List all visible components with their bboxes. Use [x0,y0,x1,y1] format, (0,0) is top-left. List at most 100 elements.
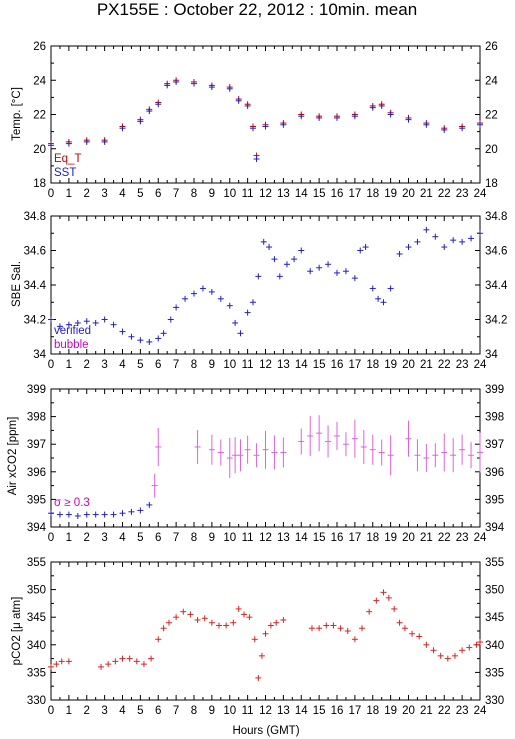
salinity-xtick-label: 12 [259,359,272,371]
salinity-point [298,247,305,254]
air-xco2-point [208,434,215,465]
pco2-xtick-label: 7 [173,705,179,717]
pco2-point [344,628,351,634]
pco2-point [98,663,105,670]
air-xco2-point [342,432,349,457]
air-xco2-point [450,438,457,473]
air-xco2-panel: 0 1 2 3 4 5 6 7 8 9 10 11 12 13 14 15 16 17 18 19 20 21 22 23 24… [27,384,505,544]
salinity-point [396,250,403,257]
pco2-point [180,608,187,615]
temperature-point [316,114,323,121]
salinity-point [199,285,206,292]
pco2-point [330,622,337,629]
pco2-point [230,619,237,626]
pco2-xtick-label: 24 [474,705,487,717]
air-xco2-xtick-label: 20 [402,532,415,544]
salinity-point [342,268,349,275]
temperature-xtick-label: 20 [402,188,415,200]
salinity-point [459,238,466,245]
temperature-ytick-label: 26 [33,41,46,53]
air-xco2-xtick-label: 17 [348,532,361,544]
air-xco2-ytick-label: 397 [27,439,46,451]
x-axis-label: Hours (GMT) [232,725,299,737]
pco2-ytick-label-right: 335 [485,667,504,679]
pco2-point [201,615,208,622]
pco2-point [316,625,323,632]
salinity-point [441,244,448,251]
salinity-xtick-label: 2 [84,359,90,371]
air-xco2-point [316,415,323,452]
air-xco2-ytick-label: 399 [27,384,46,396]
temperature-point [155,101,162,108]
salinity-point [283,261,290,268]
air-xco2-ytick-label-right: 395 [485,494,504,506]
air-xco2-point [387,435,394,476]
pco2-point [216,622,223,629]
salinity-point [160,330,167,337]
pco2-point [337,625,344,632]
pco2-point [251,636,258,643]
air-xco2-ytick-label: 398 [27,412,46,424]
air-xco2-xtick-label: 12 [259,532,272,544]
pco2-xtick-label: 12 [259,705,272,717]
pco2-point [241,611,248,618]
salinity-ytick-label-right: 34.6 [485,246,507,258]
temperature-point [405,116,412,123]
temperature-frame [50,45,481,184]
temperature-point [423,121,430,128]
air-xco2-point [253,443,260,468]
pco2-ytick-label-right: 330 [485,695,504,707]
salinity-frame [50,215,481,355]
salinity-xtick-label: 0 [48,359,54,371]
temperature-point [253,156,260,163]
temperature-xtick-label: 0 [48,188,54,200]
temperature-xtick-label: 9 [209,188,215,200]
salinity-point [423,226,430,233]
air-xco2-point [92,511,99,518]
pco2-point [280,616,287,623]
pco2-xtick-label: 18 [366,705,379,717]
air-xco2-point [369,434,376,465]
salinity-point [414,238,421,245]
salinity-point [217,295,224,302]
air-xco2-point [378,439,385,466]
air-xco2-point [194,429,201,464]
salinity-xtick-label: 23 [456,359,469,371]
salinity-xtick-label: 1 [66,359,72,371]
salinity-xtick-label: 4 [119,359,126,371]
temperature-point [298,113,305,120]
legend-verified: verified [54,325,91,337]
air-xco2-point [237,439,244,472]
pco2-point [133,658,140,665]
temperature-ylabel: Temp. [°C] [11,87,23,141]
air-xco2-xtick-label: 9 [209,532,215,544]
air-xco2-point [151,473,158,498]
salinity-ytick-label: 34.4 [24,280,47,292]
pco2-xtick-label: 9 [209,705,215,717]
air-xco2-point [334,421,340,450]
temperature-point [101,138,108,145]
salinity-xtick-label: 16 [331,359,344,371]
salinity-point [276,273,283,280]
salinity-point [167,316,174,323]
pco2-xtick-label: 6 [155,705,161,717]
air-xco2-point [65,511,72,518]
temperature-point [459,125,466,132]
temperature-point [164,82,171,89]
air-xco2-point [232,437,239,474]
air-xco2-point [48,510,54,517]
temperature-point [280,121,287,128]
pco2-point [401,625,408,632]
pco2-point [155,636,162,643]
temperature-xtick-label: 8 [191,188,197,200]
salinity-point [48,316,54,323]
pco2-point [437,652,444,659]
pco2-point [466,644,473,651]
pco2-xtick-label: 10 [223,705,236,717]
pco2-point [255,674,262,681]
temperature-point [244,102,251,109]
salinity-panel: 0 1 2 3 4 5 6 7 8 9 10 11 12 13 14 15 16 17 18 19 20 21 22 23 24… [24,211,508,371]
pco2-point [267,622,274,629]
pco2-point [148,655,155,662]
